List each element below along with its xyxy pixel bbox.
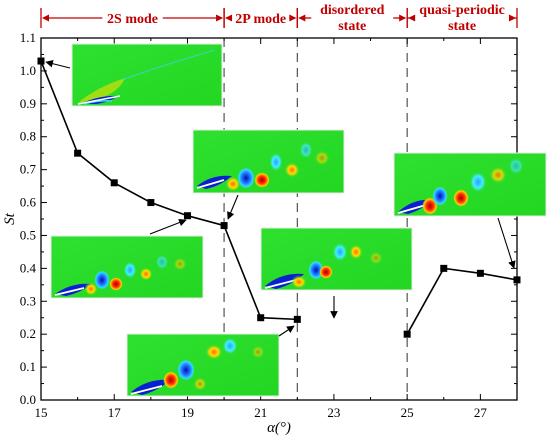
data-point	[257, 314, 265, 322]
x-axis-ticks: 15 17 19 21 23 25 27	[35, 38, 518, 420]
regime-label: 2S mode	[107, 12, 158, 27]
y-tick-label: 0.4	[20, 260, 37, 275]
y-tick-label: 0.9	[20, 96, 36, 111]
regime-label: 2P mode	[235, 12, 286, 27]
regime-headers: 2S mode 2P mode disordered state quasi-perio…	[40, 3, 518, 34]
data-point	[183, 212, 191, 220]
regime-arrowhead-right	[509, 14, 516, 22]
regime-1: 2S mode	[40, 8, 225, 28]
regime-arrowhead-right	[289, 14, 297, 22]
data-point	[293, 315, 301, 323]
inset-alpha-23	[260, 227, 413, 291]
arrow-to-alpha-20	[227, 194, 239, 220]
arrow-to-alpha-15	[45, 59, 71, 69]
data-point	[440, 264, 448, 272]
regime-label: quasi-periodic state	[419, 3, 505, 34]
regime-arrowhead-left	[225, 14, 233, 22]
x-tick-label: 25	[401, 405, 414, 420]
data-point	[147, 199, 155, 207]
regime-arrowhead-right	[399, 14, 407, 22]
x-tick-label: 27	[474, 405, 488, 420]
regime-arrowhead-right	[216, 14, 224, 22]
y-tick-label: 0.8	[20, 129, 36, 144]
data-point	[110, 179, 118, 187]
y-axis-title: St	[2, 212, 18, 225]
y-tick-label: 0.1	[20, 359, 36, 374]
x-tick-label: 17	[108, 405, 122, 420]
regime-3: disordered state	[296, 3, 408, 34]
arrow-to-alpha-22	[278, 325, 295, 337]
data-point	[220, 222, 228, 230]
y-tick-label: 0.2	[20, 326, 36, 341]
series-line-segment-1	[40, 60, 298, 321]
y-tick-label: 0.0	[20, 392, 36, 407]
x-tick-label: 23	[327, 405, 340, 420]
inset-alpha-19	[50, 235, 204, 299]
strouhal-series	[37, 57, 521, 338]
y-tick-label: 0.7	[20, 162, 37, 177]
y-tick-label: 1.0	[20, 63, 36, 78]
regime-4: quasi-periodic state	[406, 3, 518, 34]
regime-2: 2P mode	[223, 8, 298, 28]
regime-label: disordered state	[320, 3, 385, 34]
arrow-to-alpha-19	[149, 218, 187, 235]
inset-alpha-15	[71, 43, 223, 107]
y-tick-label: 0.3	[20, 293, 36, 308]
data-point	[513, 276, 521, 284]
series-line-segment-2	[406, 267, 518, 335]
inset-callout-arrows	[45, 59, 516, 337]
regime-arrowhead-left	[408, 14, 416, 22]
flow-field-insets	[50, 43, 547, 397]
y-tick-label: 1.1	[20, 30, 36, 45]
x-tick-label: 21	[254, 405, 267, 420]
data-point	[74, 149, 82, 157]
x-tick-label: 19	[181, 405, 194, 420]
x-axis-title: α(°)	[267, 420, 291, 436]
inset-alpha-22	[126, 333, 280, 397]
regime-arrowhead-left	[298, 14, 306, 22]
y-tick-label: 0.6	[20, 195, 37, 210]
data-point	[403, 330, 411, 338]
inset-alpha-20	[192, 129, 345, 194]
data-point	[37, 57, 45, 65]
y-axis-ticks: 0.0 0.1 0.2 0.3 0.4 0.5 0.6 0.7 0.8 0.9 1.0 1.1	[20, 30, 517, 407]
x-tick-label: 15	[35, 405, 48, 420]
regime-arrowhead-left	[42, 14, 49, 22]
arrow-to-alpha-28	[497, 217, 516, 269]
y-tick-label: 0.5	[20, 227, 36, 242]
inset-alpha-28	[393, 152, 547, 217]
data-point	[476, 269, 484, 277]
